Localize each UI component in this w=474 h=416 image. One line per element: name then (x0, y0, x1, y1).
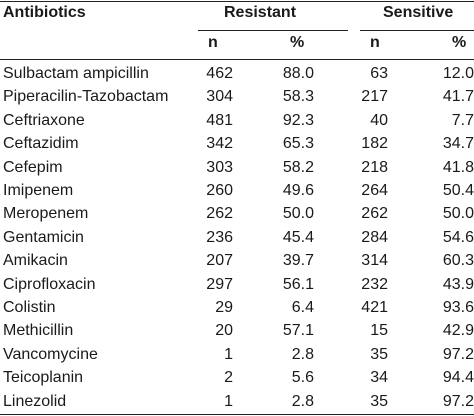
sensitive-percent-value: 34.7 (442, 135, 474, 152)
resistant-n-value: 304 (206, 88, 233, 105)
resistant-n-value: 303 (206, 159, 233, 176)
resistant-n-value: 207 (206, 252, 233, 269)
sensitive-percent-value: 97.2 (442, 393, 474, 410)
resistant-percent-value: 56.1 (282, 276, 314, 293)
resistant-percent-value: 65.3 (282, 135, 314, 152)
antibiotic-name: Cefepim (3, 159, 63, 176)
resistant-n-value: 481 (206, 112, 233, 129)
sensitive-percent-value: 97.2 (442, 346, 474, 363)
header-resistant-pct: % (290, 34, 305, 51)
resistant-n-value: 236 (206, 229, 233, 246)
table-top-rule (0, 1, 474, 2)
sensitive-n-value: 232 (361, 276, 388, 293)
antibiotic-name: Vancomycine (3, 346, 98, 363)
antibiotic-name: Ceftazidim (3, 135, 79, 152)
resistant-n-value: 20 (215, 322, 233, 339)
header-resistant-n: n (208, 34, 218, 51)
resistant-n-value: 29 (215, 299, 233, 316)
resistant-n-value: 1 (224, 393, 233, 410)
header-sensitive-n: n (370, 34, 380, 51)
antibiotic-name: Amikacin (3, 252, 68, 269)
resistant-n-value: 297 (206, 276, 233, 293)
resistant-group-rule (198, 30, 348, 31)
sensitive-percent-value: 60.3 (442, 252, 474, 269)
resistant-percent-value: 2.8 (291, 393, 314, 410)
sensitive-n-value: 264 (361, 182, 388, 199)
resistant-percent-value: 39.7 (282, 252, 314, 269)
resistant-percent-value: 45.4 (282, 229, 314, 246)
header-sensitive-pct: % (452, 34, 467, 51)
header-bottom-rule (0, 59, 474, 60)
antibiotic-name: Meropenem (3, 205, 89, 222)
sensitive-n-value: 262 (361, 205, 388, 222)
resistant-percent-value: 57.1 (282, 322, 314, 339)
resistant-percent-value: 50.0 (282, 205, 314, 222)
sensitive-percent-value: 41.8 (442, 159, 474, 176)
sensitive-percent-value: 42.9 (442, 322, 474, 339)
sensitive-percent-value: 7.7 (451, 112, 474, 129)
antibiotic-name: Imipenem (3, 182, 74, 199)
antibiotic-name: Colistin (3, 299, 56, 316)
sensitive-percent-value: 12.0 (442, 65, 474, 82)
sensitive-percent-value: 50.4 (442, 182, 474, 199)
resistant-n-value: 2 (224, 369, 233, 386)
antibiotic-name: Piperacilin-Tazobactam (3, 88, 169, 105)
resistant-n-value: 342 (206, 135, 233, 152)
resistant-n-value: 462 (206, 65, 233, 82)
sensitive-n-value: 40 (370, 112, 388, 129)
sensitive-percent-value: 93.6 (442, 299, 474, 316)
sensitive-group-rule (360, 30, 474, 31)
sensitive-n-value: 35 (370, 346, 388, 363)
antibiotic-name: Sulbactam ampicillin (3, 65, 149, 82)
header-sensitive: Sensitive (383, 4, 454, 21)
antibiotic-name: Methicillin (3, 322, 74, 339)
sensitive-percent-value: 94.4 (442, 369, 474, 386)
resistant-n-value: 262 (206, 205, 233, 222)
sensitive-n-value: 284 (361, 229, 388, 246)
antibiotic-name: Ceftriaxone (3, 112, 85, 129)
sensitive-n-value: 218 (361, 159, 388, 176)
sensitive-n-value: 314 (361, 252, 388, 269)
antibiotic-name: Linezolid (3, 393, 67, 410)
sensitive-n-value: 182 (361, 135, 388, 152)
sensitive-percent-value: 54.6 (442, 229, 474, 246)
resistant-percent-value: 6.4 (291, 299, 314, 316)
resistant-percent-value: 49.6 (282, 182, 314, 199)
antibiotic-name: Gentamicin (3, 229, 84, 246)
sensitive-n-value: 15 (370, 322, 388, 339)
antibiotic-name: Teicoplanin (3, 369, 84, 386)
sensitive-percent-value: 50.0 (442, 205, 474, 222)
resistant-percent-value: 58.2 (282, 159, 314, 176)
antibiotic-name: Ciprofloxacin (3, 276, 96, 293)
resistant-percent-value: 2.8 (291, 346, 314, 363)
table-bottom-rule (0, 414, 474, 415)
resistant-percent-value: 92.3 (282, 112, 314, 129)
sensitive-n-value: 217 (361, 88, 388, 105)
resistant-n-value: 260 (206, 182, 233, 199)
resistant-percent-value: 88.0 (282, 65, 314, 82)
sensitive-percent-value: 43.9 (442, 276, 474, 293)
resistant-percent-value: 5.6 (291, 369, 314, 386)
sensitive-n-value: 421 (361, 299, 388, 316)
resistant-n-value: 1 (224, 346, 233, 363)
header-resistant: Resistant (224, 4, 297, 21)
sensitive-percent-value: 41.7 (442, 88, 474, 105)
sensitive-n-value: 35 (370, 393, 388, 410)
resistant-percent-value: 58.3 (282, 88, 314, 105)
sensitive-n-value: 63 (370, 65, 388, 82)
header-antibiotics: Antibiotics (3, 4, 86, 21)
sensitive-n-value: 34 (370, 369, 388, 386)
